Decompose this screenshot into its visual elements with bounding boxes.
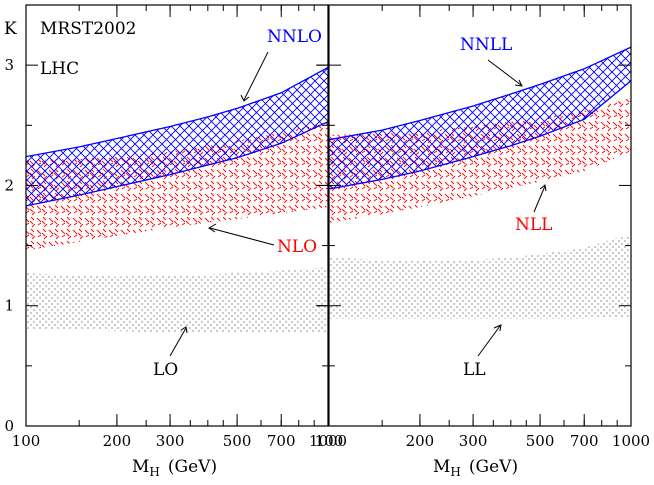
bands-left bbox=[26, 66, 328, 334]
bands-right bbox=[329, 46, 631, 319]
arrow-nnlo bbox=[243, 51, 269, 101]
arrow-lo-head bbox=[180, 326, 188, 334]
x-axis-title-right-unit: (GeV) bbox=[469, 457, 518, 477]
band-nnll bbox=[329, 47, 631, 189]
band-nlo bbox=[26, 121, 328, 251]
y-tick-label: 0 bbox=[4, 417, 14, 435]
band-nnll-lower-edge bbox=[329, 80, 631, 190]
x-axis-title-left-unit: (GeV) bbox=[168, 457, 217, 477]
x-tick-label: 1000 bbox=[309, 432, 347, 450]
arrow-nlo bbox=[209, 227, 275, 246]
annotation-arrows bbox=[169, 51, 547, 357]
frame-right bbox=[328, 4, 632, 427]
label-nnlo: NNLO bbox=[267, 27, 322, 47]
label-lo: LO bbox=[153, 360, 178, 380]
band-lo bbox=[26, 267, 328, 334]
panel-right: 100 200 300 500 700 1000 bbox=[315, 4, 650, 450]
x-axis-title-left-main: M bbox=[132, 457, 149, 477]
label-nnll: NNLL bbox=[460, 35, 512, 55]
x-tick-label: 200 bbox=[103, 432, 132, 450]
label-nll: NLL bbox=[515, 215, 552, 235]
frame-left bbox=[25, 4, 329, 427]
collider-label: LHC bbox=[40, 59, 79, 79]
x-tick-label: 700 bbox=[267, 432, 296, 450]
panel-left: 100 200 300 500 700 1000 0 1 2 3 MRST2002 LHC bbox=[4, 4, 347, 450]
x-axis-title-left: MH (GeV) bbox=[132, 457, 217, 479]
arrow-nll-head bbox=[539, 184, 547, 192]
arrow-ll bbox=[477, 325, 501, 357]
arrow-nll bbox=[533, 185, 546, 213]
band-ll bbox=[329, 233, 631, 319]
band-nnll-upper-edge bbox=[329, 46, 631, 141]
x-axis-title-left-text: MH (GeV) bbox=[132, 457, 217, 479]
arrow-nnll-head bbox=[514, 79, 523, 87]
arrow-nnll bbox=[487, 59, 522, 86]
x-axis-title-right-text: MH (GeV) bbox=[433, 457, 518, 479]
label-ll: LL bbox=[463, 360, 486, 380]
band-nnlo-lower-edge bbox=[26, 121, 328, 207]
label-nlo: NLO bbox=[277, 237, 317, 257]
series-labels: NNLO NLO LO NNLL NLL LL bbox=[153, 27, 552, 380]
x-tick-label: 1000 bbox=[612, 432, 650, 450]
x-axis-title-right-sub: H bbox=[450, 465, 460, 479]
y-tick-label: 3 bbox=[4, 56, 14, 74]
x-axis-title-left-sub: H bbox=[149, 465, 159, 479]
arrow-lo bbox=[169, 327, 187, 357]
y-tick-label: 2 bbox=[4, 176, 14, 194]
x-axis-title-right: MH (GeV) bbox=[433, 457, 518, 479]
arrow-nnlo-head bbox=[240, 94, 250, 102]
y-axis-label: K bbox=[4, 19, 17, 39]
x-tick-label: 300 bbox=[459, 432, 488, 450]
band-nnlo-upper-edge bbox=[26, 66, 328, 158]
arrow-ll-head bbox=[493, 324, 502, 332]
x-tick-label: 500 bbox=[526, 432, 555, 450]
x-axis-title-right-main: M bbox=[433, 457, 450, 477]
band-nnlo bbox=[26, 67, 328, 206]
x-tick-label: 100 bbox=[315, 432, 344, 450]
dataset-label: MRST2002 bbox=[40, 19, 136, 39]
arrow-nlo-head bbox=[208, 223, 217, 233]
x-tick-label: 200 bbox=[406, 432, 435, 450]
y-tick-label: 1 bbox=[4, 297, 14, 315]
x-tick-label: 300 bbox=[156, 432, 185, 450]
x-tick-label: 700 bbox=[570, 432, 599, 450]
x-tick-label: 100 bbox=[12, 432, 41, 450]
x-tick-label: 500 bbox=[223, 432, 252, 450]
